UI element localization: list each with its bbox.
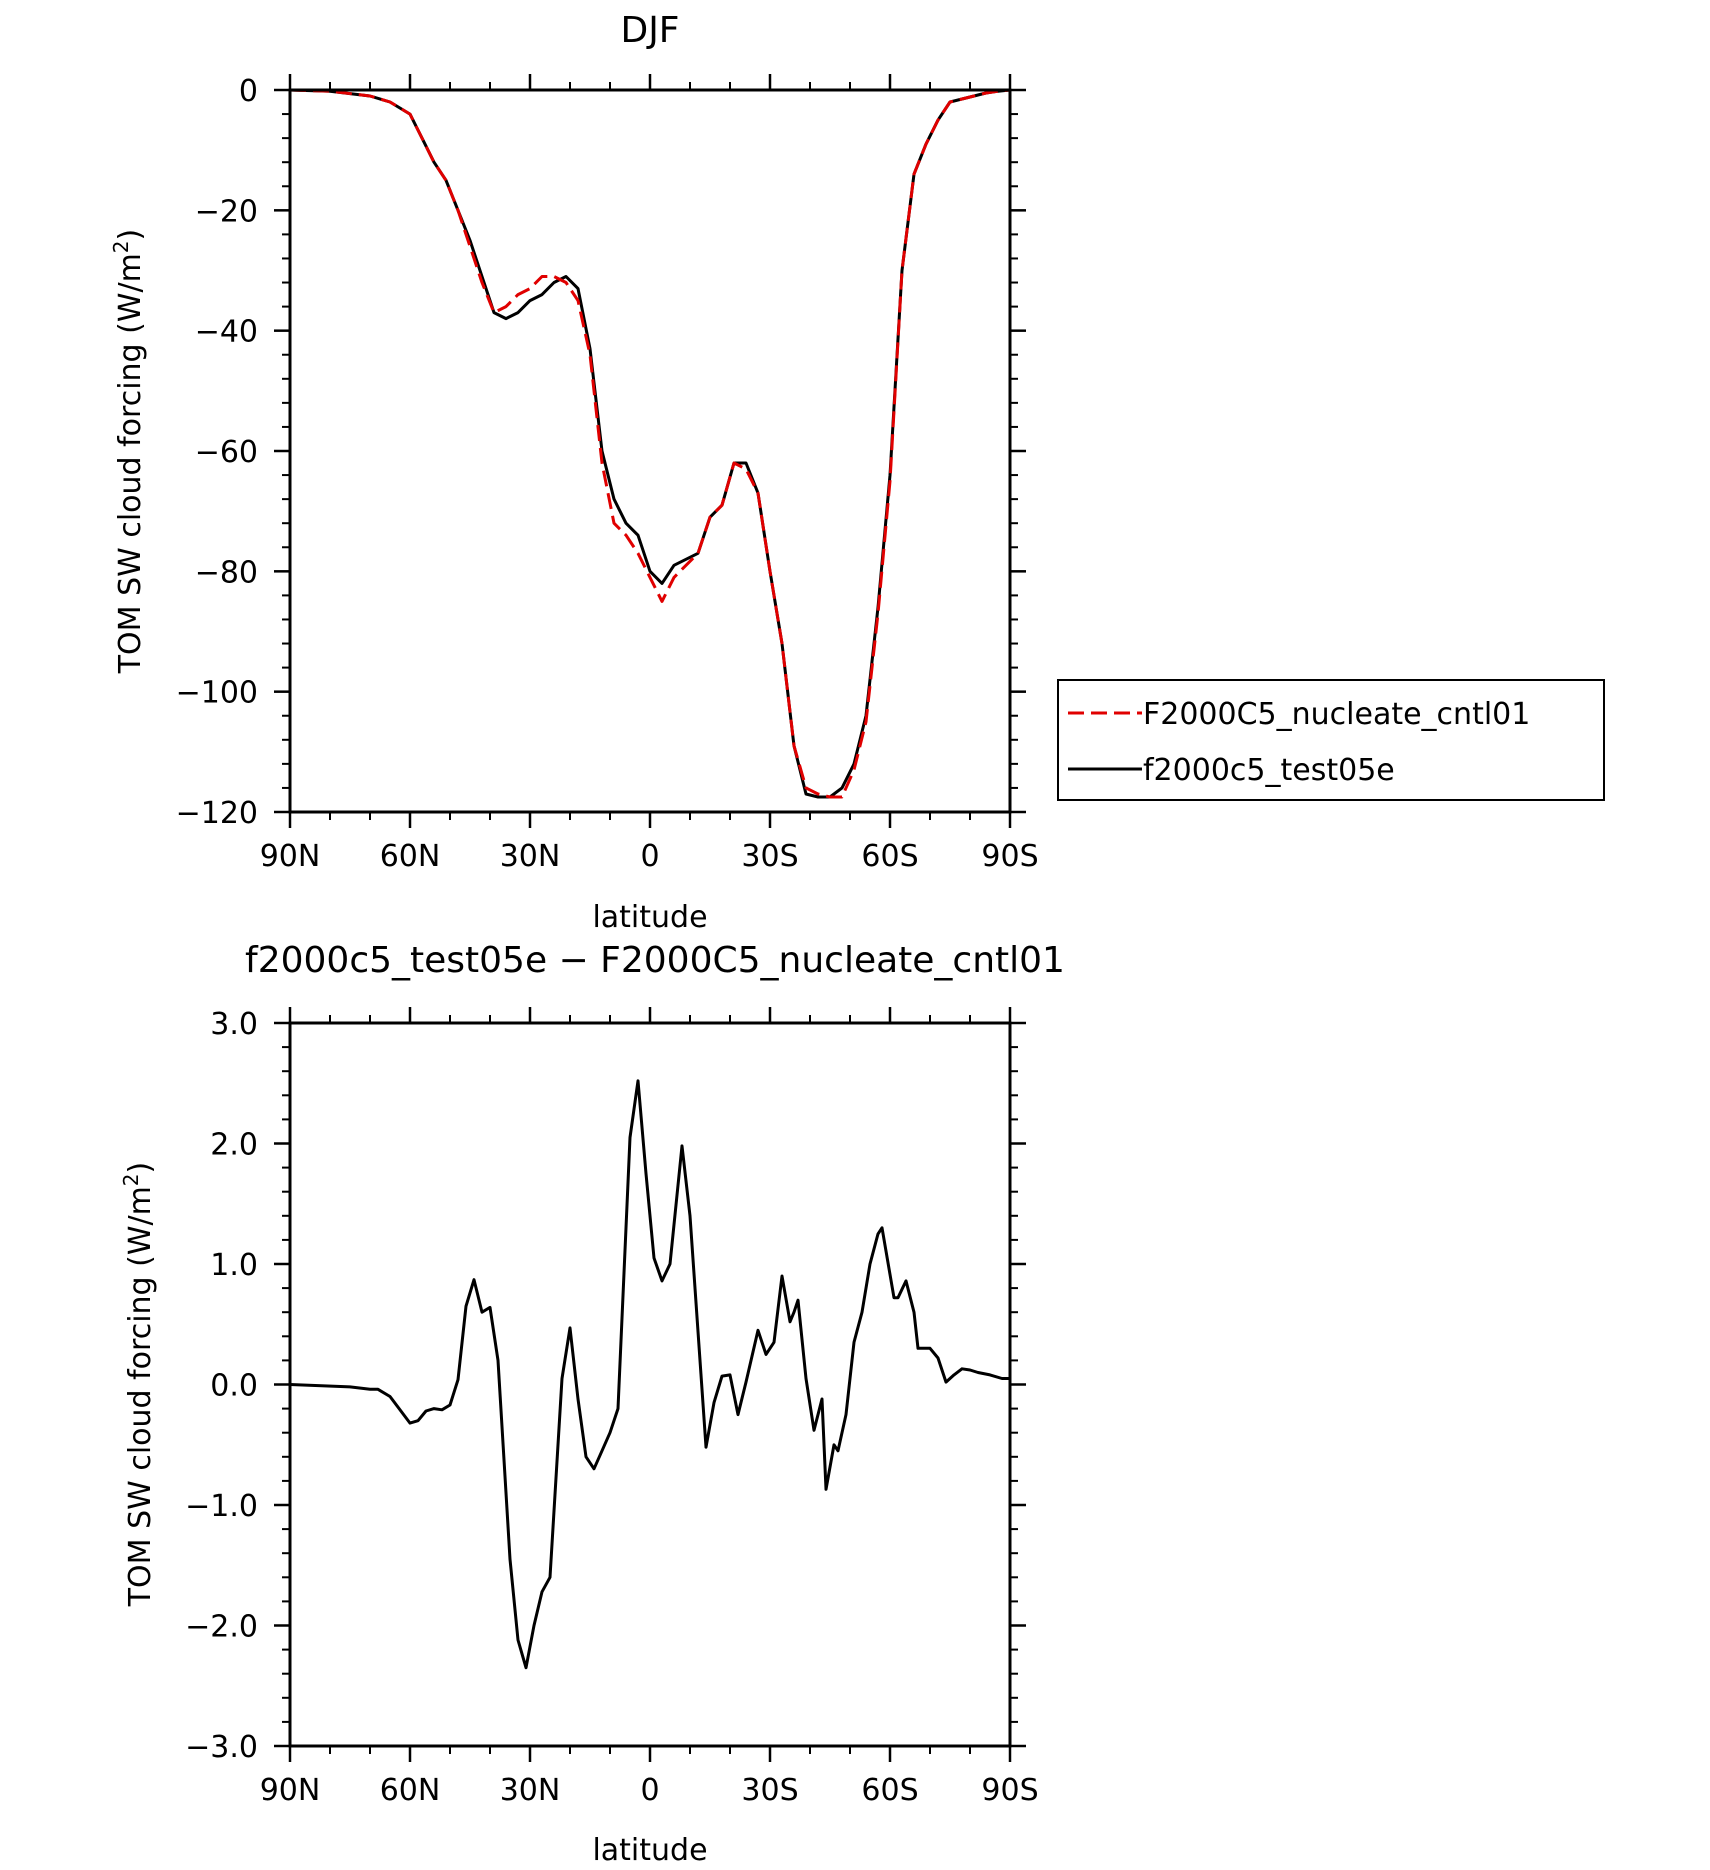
bottom-y-tick-label: 1.0 <box>210 1248 258 1283</box>
top-y-tick-label: −100 <box>176 676 258 711</box>
bottom-plot-frame <box>288 1021 1012 1748</box>
top-y-tick-label: −20 <box>195 194 258 229</box>
legend-label-cntl01: F2000C5_nucleate_cntl01 <box>1143 697 1530 732</box>
bottom-series-line-difference <box>289 1079 1010 1670</box>
top-y-tick-label: 0 <box>239 74 258 109</box>
bottom-x-tick-label: 30N <box>500 1773 561 1808</box>
bottom-y-tick-label: 2.0 <box>210 1128 258 1163</box>
top-x-tick-label: 60N <box>380 839 441 874</box>
top-x-tick-label: 60S <box>861 839 918 874</box>
bottom-y-tick-label: −1.0 <box>185 1489 258 1524</box>
top-y-tick-label: −40 <box>195 315 258 350</box>
top-series-line-f2000c5-nucleate-cntl01 <box>289 88 1011 799</box>
top-x-tick-label: 30S <box>741 839 798 874</box>
top-y-tick-label: −60 <box>195 435 258 470</box>
legend-label-test05e: f2000c5_test05e <box>1143 753 1395 788</box>
top-series-line-f2000c5-test05e <box>289 88 1011 799</box>
panel-top: DJF 90N 60N 30N 0 30S 60S 90S 0 −20 −40 −60 −80 −100… <box>109 10 1605 935</box>
bottom-y-tick-label: −3.0 <box>185 1730 258 1765</box>
top-legend: F2000C5_nucleate_cntl01 f2000c5_test05e <box>1057 679 1605 801</box>
top-plot-frame <box>288 88 1012 814</box>
top-y-tick-label: −80 <box>195 555 258 590</box>
bottom-x-tick-label: 0 <box>640 1773 659 1808</box>
top-x-tick-label: 90N <box>260 839 321 874</box>
bottom-title: f2000c5_test05e − F2000C5_nucleate_cntl0… <box>245 940 1065 981</box>
bottom-y-tick-label: 3.0 <box>210 1007 258 1042</box>
bottom-x-tick-label: 60N <box>380 1773 441 1808</box>
bottom-y-tick-label: −2.0 <box>185 1610 258 1645</box>
bottom-x-tick-label: 60S <box>861 1773 918 1808</box>
top-x-tick-label: 30N <box>500 839 561 874</box>
bottom-x-tick-label: 90N <box>260 1773 321 1808</box>
top-x-tick-label: 90S <box>981 839 1038 874</box>
top-y-axis-label: TOM SW cloud forcing (W/m2) <box>109 229 148 675</box>
top-title: DJF <box>620 10 679 51</box>
legend-box <box>1057 679 1605 801</box>
bottom-y-tick-label: 0.0 <box>210 1369 258 1404</box>
panel-bottom: f2000c5_test05e − F2000C5_nucleate_cntl0… <box>119 940 1065 1868</box>
bottom-y-axis-label: TOM SW cloud forcing (W/m2) <box>119 1162 158 1608</box>
bottom-x-tick-label: 90S <box>981 1773 1038 1808</box>
top-y-tick-label: −120 <box>176 796 258 831</box>
bottom-x-axis-label: latitude <box>592 1833 707 1866</box>
bottom-x-tick-label: 30S <box>741 1773 798 1808</box>
top-x-axis-label: latitude <box>592 900 707 935</box>
top-x-tick-label: 0 <box>640 839 659 874</box>
